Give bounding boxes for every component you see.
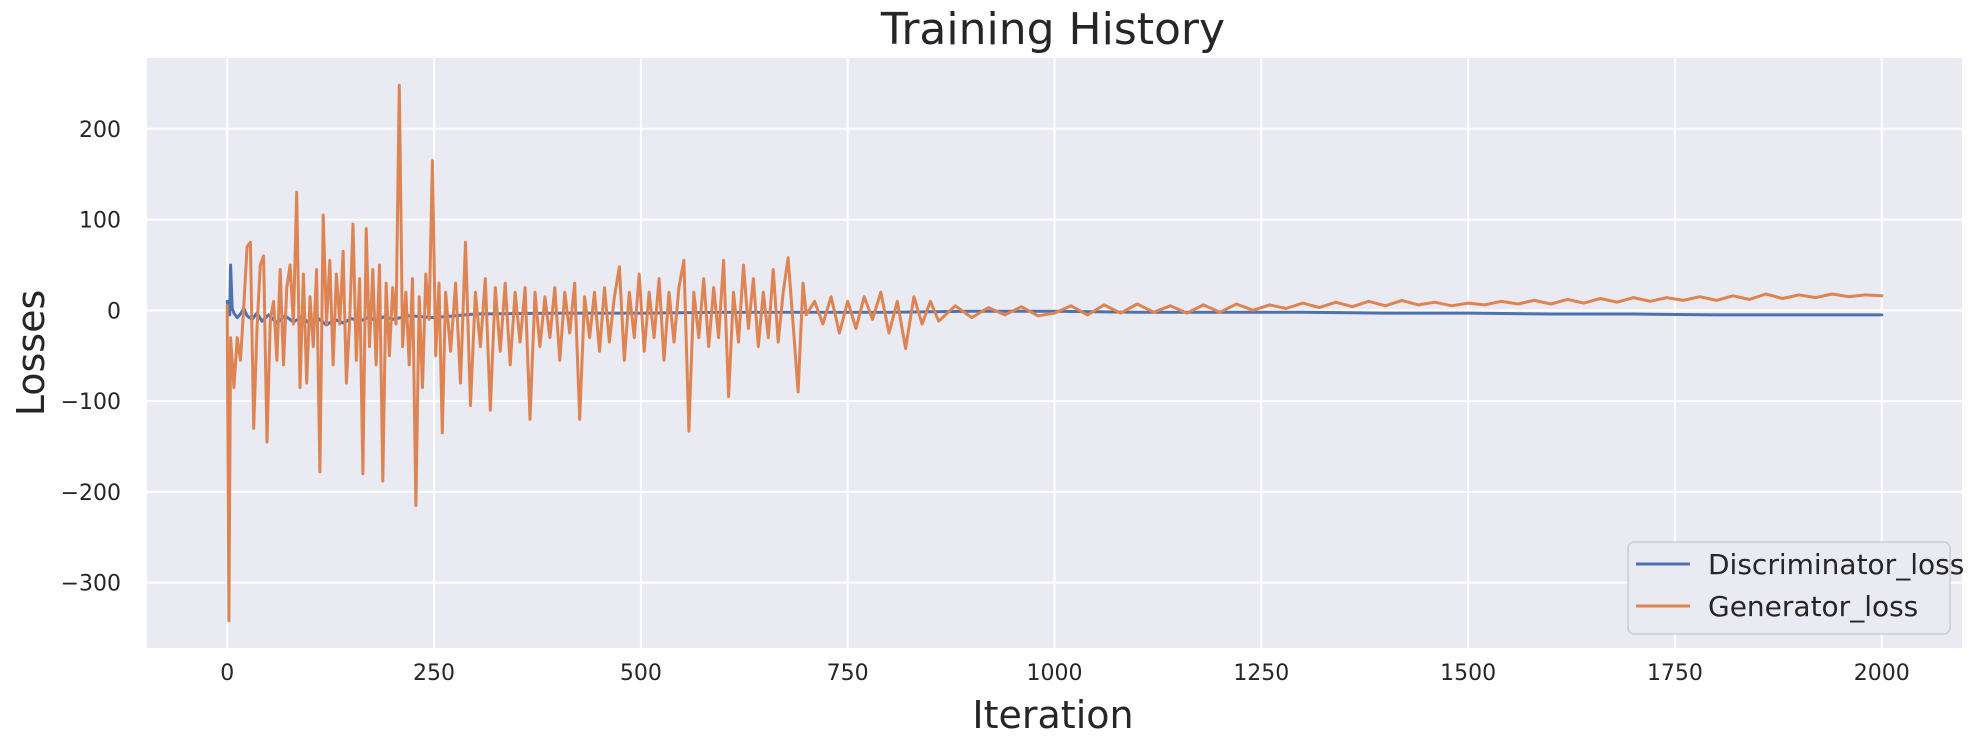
legend-box [1627, 541, 1951, 635]
y-tick-label: −300 [61, 572, 121, 597]
y-tick-label: 100 [79, 209, 121, 234]
y-tick-label: −200 [61, 481, 121, 506]
x-tick-label: 750 [827, 661, 869, 686]
x-tick-label: 250 [413, 661, 455, 686]
y-tick-label: 0 [107, 299, 121, 324]
y-axis-ticks: −300 −200 −100 0 100 200 [61, 118, 121, 597]
series-line-generator-loss [225, 83, 1884, 623]
x-tick-label: 1500 [1440, 661, 1496, 686]
x-axis-label: Iteration [972, 693, 1133, 737]
y-tick-label: 200 [79, 118, 121, 143]
x-tick-label: 0 [220, 661, 234, 686]
chart-title: Training History [880, 4, 1225, 55]
x-tick-label: 500 [620, 661, 662, 686]
y-axis-label: Losses [9, 290, 53, 417]
series-layer [225, 83, 1884, 623]
x-tick-label: 1250 [1233, 661, 1289, 686]
x-tick-label: 2000 [1854, 661, 1910, 686]
x-tick-label: 1750 [1647, 661, 1703, 686]
legend-label-discriminator: Discriminator_loss [1708, 548, 1964, 581]
legend: Discriminator_loss Generator_loss [1627, 541, 1964, 635]
x-axis-ticks: 0 250 500 750 1000 1250 1500 1750 2000 [220, 661, 1910, 686]
x-tick-label: 1000 [1027, 661, 1083, 686]
legend-label-generator: Generator_loss [1708, 590, 1918, 623]
y-tick-label: −100 [61, 390, 121, 415]
